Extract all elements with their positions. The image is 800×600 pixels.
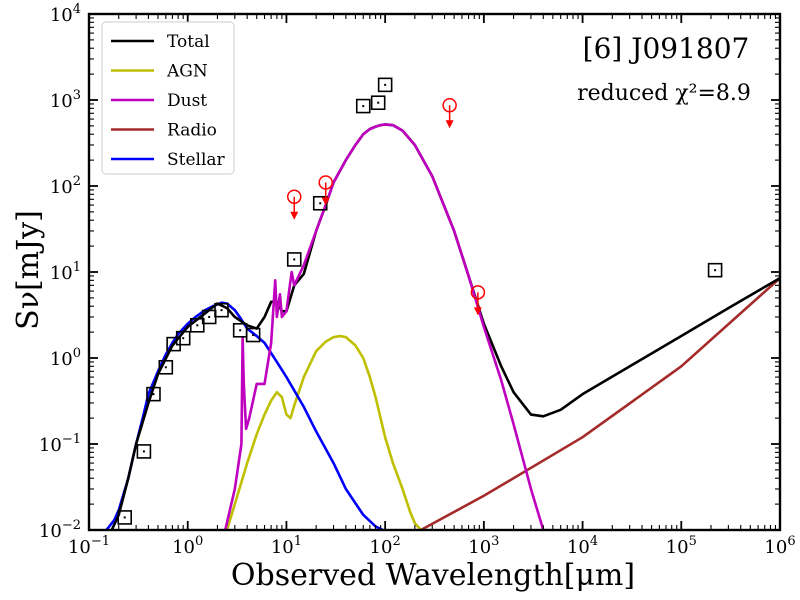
observed-point-center [319,202,322,205]
x-tick-label: 10−1 [68,534,110,558]
observed-point-center [362,105,365,108]
observed-point [175,330,191,346]
legend-item-stellar: Stellar [111,150,226,170]
y-tick-label: 10−1 [39,432,81,456]
observed-point-center [239,329,242,332]
observed-point-center [182,337,185,340]
series-line-agn [225,334,422,530]
upper-limit-point [470,285,486,316]
y-tick-label: 103 [50,88,81,112]
observed-point-center [164,366,167,369]
observed-point-center [377,101,380,104]
observed-point-center [152,393,155,396]
observed-point-center [196,324,199,327]
series-layer [105,123,780,530]
y-tick-label: 102 [50,174,81,198]
observed-point-center [142,450,145,453]
legend-label: Stellar [167,150,226,170]
y-tick-label: 104 [50,2,81,26]
observed-point [355,98,371,114]
upper-limits-layer [286,97,486,316]
chart-subtitle: reduced χ²=8.9 [577,81,751,106]
x-tick-label: 103 [468,534,499,558]
legend-item-total: Total [111,32,210,52]
series-line-dust [223,123,545,530]
x-tick-label: 102 [370,534,401,558]
upper-limit-point [442,97,457,129]
x-tick-label: 104 [567,534,598,558]
legend: Total AGN Dust Radio Stellar [101,21,235,175]
legend-item-agn: AGN [111,62,208,82]
y-tick-label: 10−2 [39,518,81,542]
observed-point-center [714,269,717,272]
observed-point [214,302,229,318]
legend-item-radio: Radio [111,121,217,141]
observed-point [136,444,152,459]
chart-title: [6] J091807 [583,32,750,65]
observed-point [158,359,174,375]
observed-point [117,510,133,525]
tick-labels-layer: 10−1 100 101 102 103 104 105 10610−210−11001011… [39,2,796,558]
legend-label: Total [167,32,210,52]
legend-label: Radio [167,121,217,141]
observed-point-center [208,315,211,318]
observed-point [245,327,261,343]
series-line-radio [420,277,780,530]
observed-points-layer [117,77,723,525]
legend-box [101,21,235,175]
x-tick-label: 105 [666,534,697,558]
observed-point-center [123,516,126,519]
upper-limit-point [318,175,333,206]
x-tick-label: 101 [271,534,302,558]
x-tick-label: 100 [172,534,203,558]
observed-point [707,262,723,278]
observed-point-center [384,83,387,86]
x-tick-label: 106 [764,534,795,558]
observed-point [146,386,161,402]
observed-point [370,95,386,111]
observed-point-center [252,334,255,337]
observed-point-center [220,309,223,312]
observed-point-center [293,258,296,261]
y-axis-label: Sν[mJy] [11,210,46,330]
observed-point-center [172,343,175,346]
observed-point [377,77,393,93]
series-line-total [110,123,780,530]
legend-label: AGN [166,62,208,82]
legend-item-dust: Dust [111,91,207,111]
legend-label: Dust [167,91,207,111]
plot-frame [87,12,782,532]
y-tick-label: 101 [50,260,81,284]
observed-point [286,252,302,267]
y-tick-label: 100 [50,346,81,370]
observed-point [189,318,205,333]
x-axis-label: Observed Wavelength[μm] [231,558,635,593]
upper-limit-point [286,189,302,220]
